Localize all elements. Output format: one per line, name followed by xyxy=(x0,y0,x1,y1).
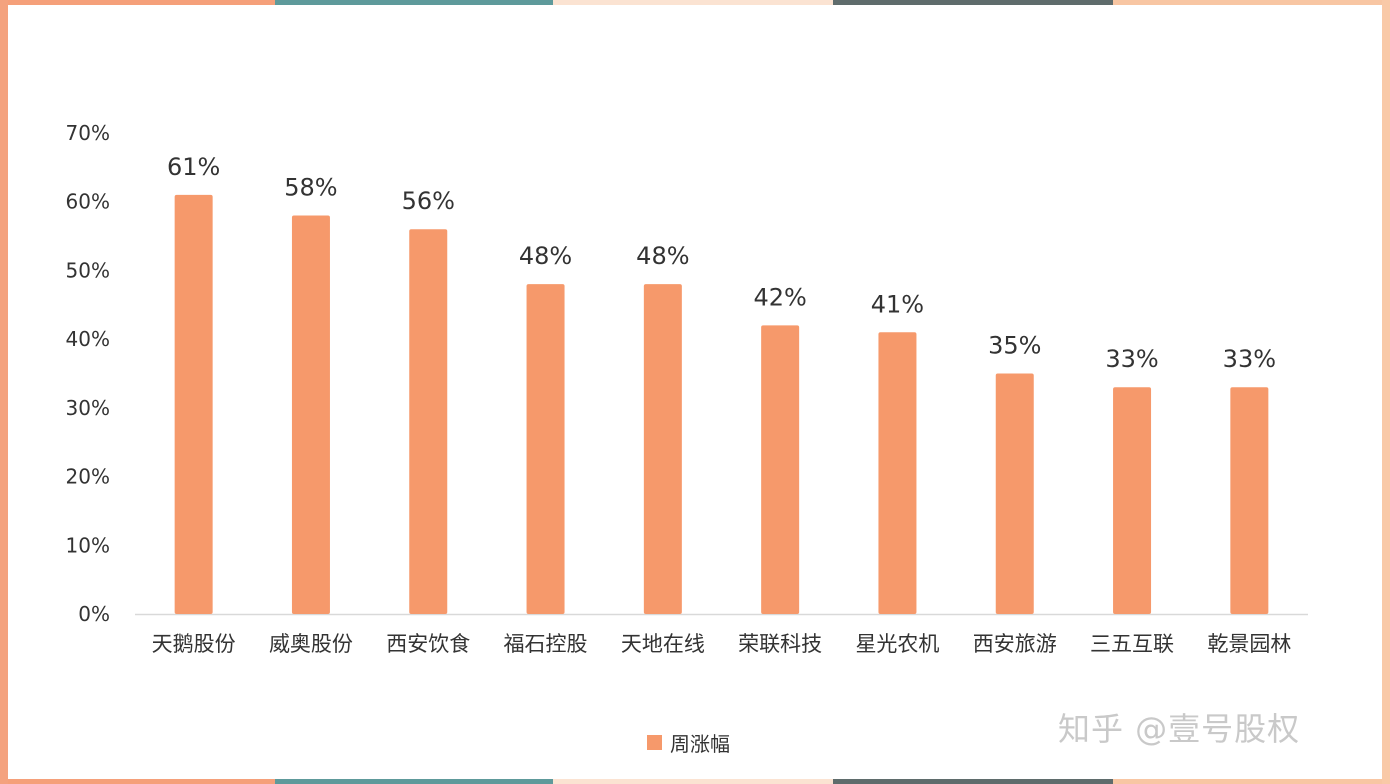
y-tick-label: 30% xyxy=(66,396,110,420)
x-tick-label: 三五互联 xyxy=(1090,632,1174,656)
frame-right-edge xyxy=(1382,0,1390,784)
frame-top-segment-2 xyxy=(275,0,553,5)
frame-bottom-segment-3 xyxy=(553,779,833,784)
y-axis: 0% 10% 20% 30% 40% 50% 60% 70% xyxy=(66,121,110,626)
bar xyxy=(995,373,1034,614)
y-tick-label: 50% xyxy=(66,258,110,282)
x-tick-label: 西安旅游 xyxy=(973,632,1057,656)
data-label: 35% xyxy=(988,332,1041,360)
legend: 周涨幅 xyxy=(647,732,730,756)
x-tick-label: 天地在线 xyxy=(621,632,705,656)
x-tick-label: 荣联科技 xyxy=(738,632,822,656)
frame-bottom-segment-5 xyxy=(1113,779,1390,784)
frame-top-segment-1 xyxy=(0,0,275,5)
data-label: 33% xyxy=(1105,345,1158,373)
bar xyxy=(174,194,213,615)
frame-top-segment-5 xyxy=(1113,0,1390,5)
data-label: 56% xyxy=(402,187,455,215)
y-tick-label: 10% xyxy=(66,533,110,557)
bar xyxy=(1113,387,1152,614)
data-labels: 61% 58% 56% 48% 48% 42% 41% 35% 33% 33% xyxy=(167,153,1276,373)
data-label: 48% xyxy=(519,242,572,270)
frame-top-segment-3 xyxy=(553,0,833,5)
bar xyxy=(878,332,917,614)
bar xyxy=(291,215,330,614)
y-tick-label: 40% xyxy=(66,327,110,351)
y-tick-label: 70% xyxy=(66,121,110,145)
frame-bottom-segment-2 xyxy=(275,779,553,784)
frame-top-segment-4 xyxy=(833,0,1113,5)
bars xyxy=(174,194,1269,615)
data-label: 42% xyxy=(753,283,806,311)
data-label: 48% xyxy=(636,242,689,270)
bar xyxy=(643,284,682,614)
x-tick-label: 西安饮食 xyxy=(386,632,470,656)
frame-bottom-segment-1 xyxy=(0,779,275,784)
legend-label: 周涨幅 xyxy=(670,732,730,756)
y-tick-label: 0% xyxy=(78,602,110,626)
legend-swatch xyxy=(647,735,662,750)
y-tick-label: 20% xyxy=(66,465,110,489)
data-label: 41% xyxy=(871,290,924,318)
bar xyxy=(761,325,800,614)
frame-bottom-segment-4 xyxy=(833,779,1113,784)
bar xyxy=(1230,387,1269,614)
data-label: 61% xyxy=(167,153,220,181)
frame-left-edge xyxy=(0,0,8,784)
y-tick-label: 60% xyxy=(66,190,110,214)
x-tick-label: 福石控股 xyxy=(504,632,588,656)
data-label: 33% xyxy=(1223,345,1276,373)
watermark: 知乎 @壹号股权 xyxy=(1058,710,1301,748)
bar xyxy=(526,284,565,614)
x-axis: 天鹅股份 威奥股份 西安饮食 福石控股 天地在线 荣联科技 星光农机 西安旅游 三五互联 乾景园林 xyxy=(152,632,1292,656)
x-tick-label: 威奥股份 xyxy=(269,632,353,656)
x-tick-label: 星光农机 xyxy=(855,632,939,656)
x-tick-label: 天鹅股份 xyxy=(152,632,236,656)
x-tick-label: 乾景园林 xyxy=(1207,632,1291,656)
data-label: 58% xyxy=(284,173,337,201)
bar xyxy=(409,229,448,614)
